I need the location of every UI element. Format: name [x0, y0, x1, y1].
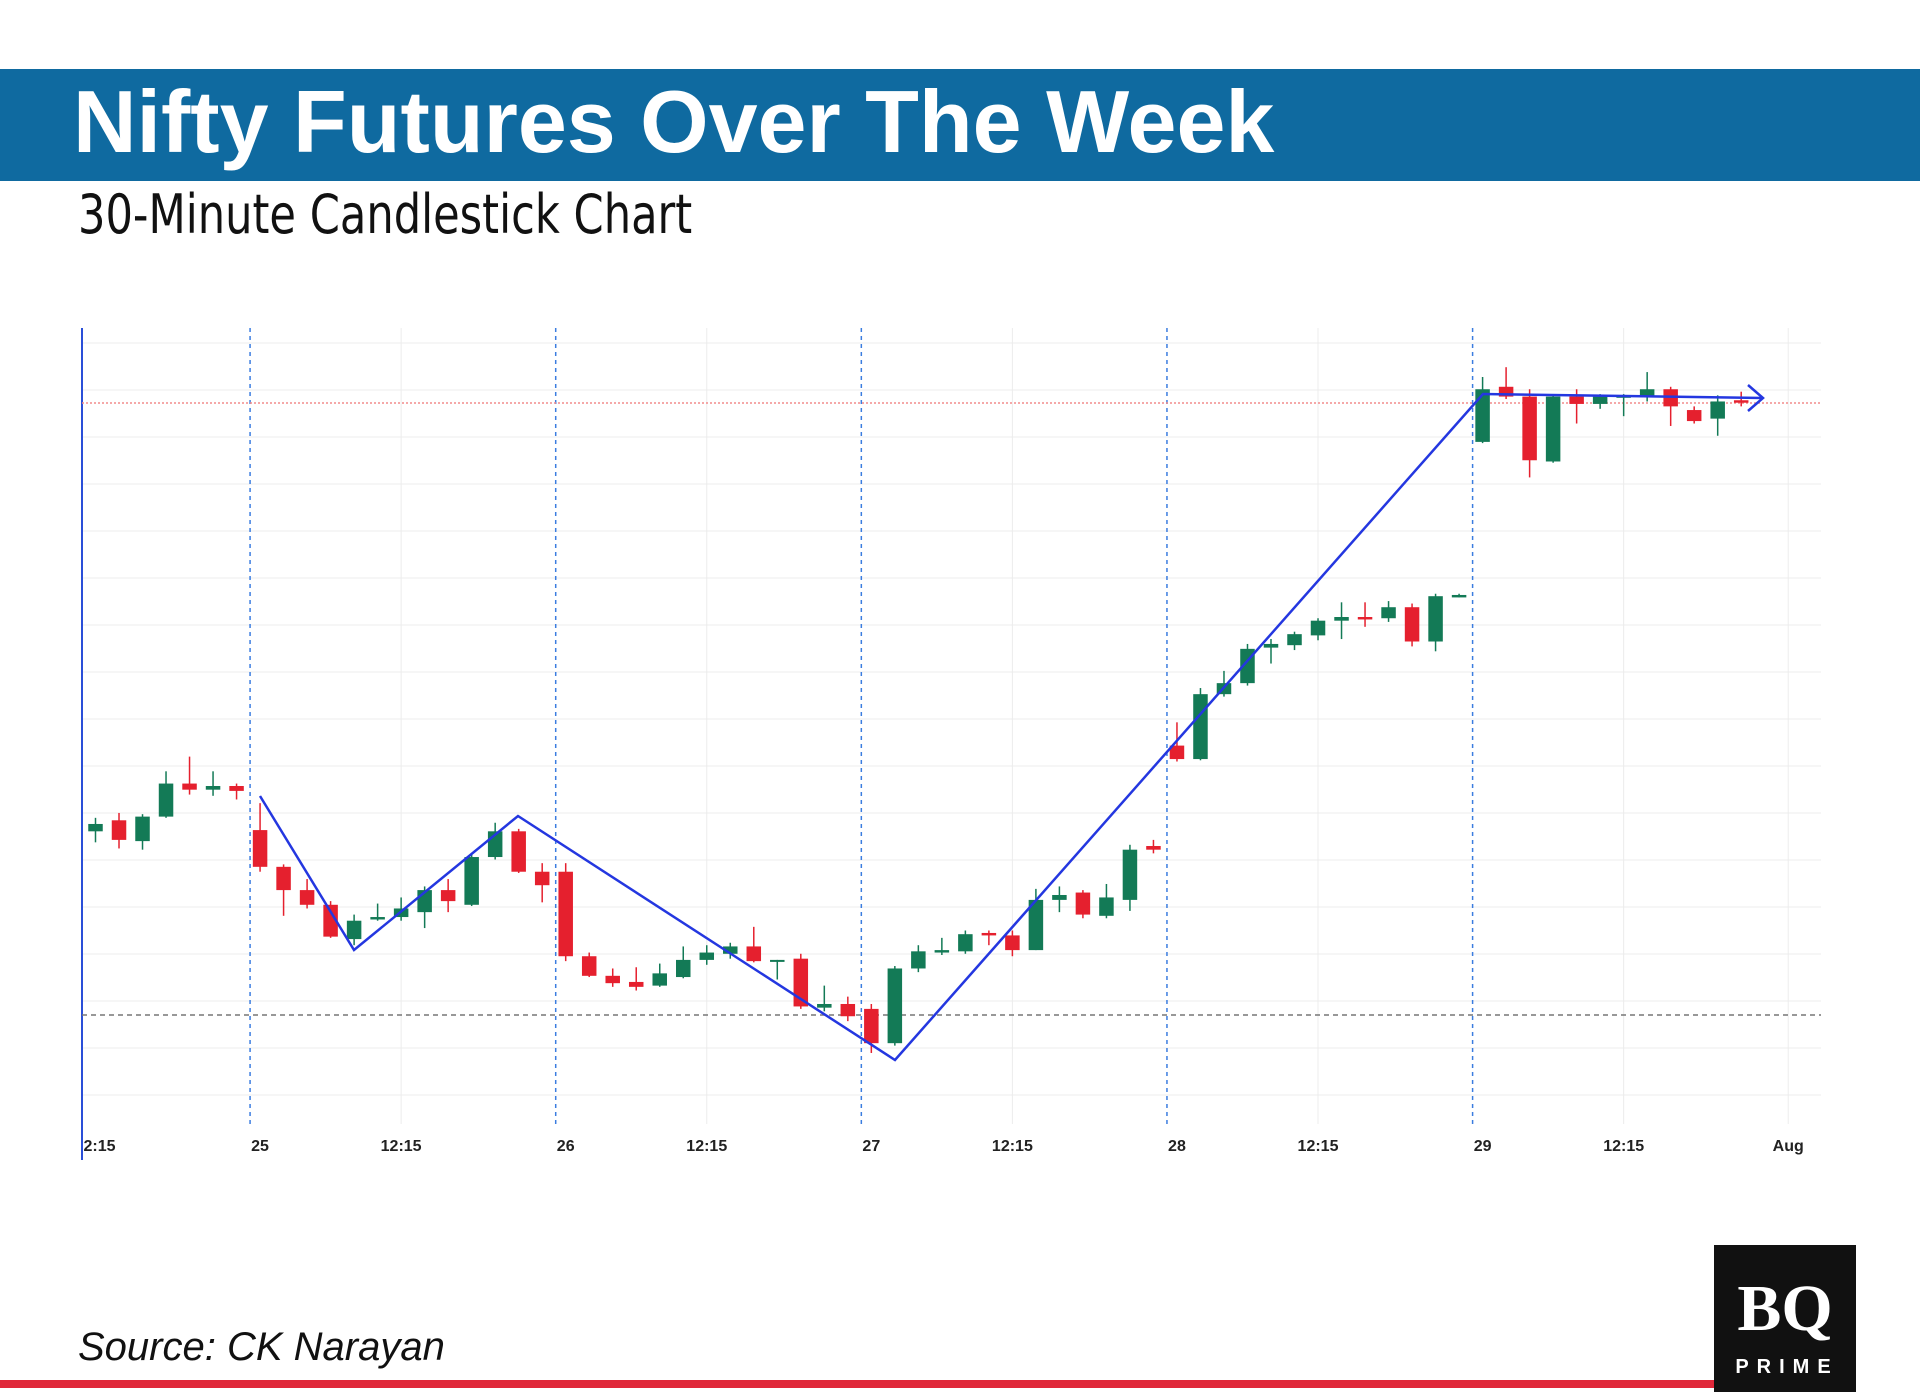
x-tick-label: 28 — [1168, 1138, 1186, 1155]
trend-line — [258, 392, 1764, 1062]
candle-body — [1569, 396, 1584, 404]
candle-body — [370, 917, 385, 920]
x-tick-label: 12:15 — [381, 1138, 422, 1155]
candle-body — [1005, 935, 1020, 951]
candle-body — [111, 820, 127, 840]
candle-body — [1498, 386, 1514, 397]
candle-body — [1710, 401, 1725, 419]
candle-body — [158, 783, 174, 817]
title: Nifty Futures Over The Week — [73, 72, 1275, 171]
source: Source: CK Narayan — [78, 1325, 445, 1369]
candle-body — [746, 946, 762, 962]
candle-body — [628, 981, 644, 987]
candle-body — [346, 920, 362, 940]
x-tick-label: 12:15 — [1298, 1138, 1339, 1155]
candle-body — [1404, 607, 1420, 642]
candle-body — [1052, 894, 1067, 900]
candle-body — [958, 934, 973, 952]
candle-body — [1428, 596, 1443, 642]
candle-body — [135, 816, 150, 842]
candle-body — [1263, 643, 1279, 648]
candle-body — [1381, 607, 1396, 619]
candle-body — [1122, 849, 1138, 900]
candle-body — [1686, 410, 1702, 422]
candle-body — [581, 956, 597, 976]
logo-box — [1714, 1245, 1856, 1392]
grid — [82, 328, 1821, 1124]
candle-body — [817, 1003, 832, 1008]
candles — [88, 367, 1749, 1053]
candle-body — [440, 890, 456, 902]
candle-body — [1310, 620, 1326, 636]
candle-body — [1169, 745, 1185, 760]
candle-body — [652, 973, 667, 986]
candle-body — [229, 786, 244, 791]
candle-body — [1075, 892, 1091, 915]
candle-body — [1357, 617, 1373, 620]
candle-body — [934, 950, 950, 953]
x-tick-label: 12:15 — [1603, 1138, 1644, 1155]
candle-body — [1639, 389, 1655, 397]
candle-body — [1733, 400, 1749, 403]
candle-body — [1522, 396, 1537, 461]
subtitle: 30-Minute Candlestick Chart — [78, 183, 692, 246]
candle-body — [511, 831, 526, 872]
logo-tag: PRIME — [1735, 1356, 1838, 1378]
candle-body — [252, 830, 268, 867]
candle-body — [1475, 389, 1490, 442]
candle-body — [676, 959, 691, 978]
candle-body — [1099, 897, 1114, 916]
candle-body — [534, 871, 550, 886]
candle-body — [793, 958, 809, 1007]
candle-body — [1028, 899, 1044, 951]
candle-body — [464, 857, 479, 905]
candle-body — [1545, 396, 1561, 462]
x-tick-label: 27 — [862, 1138, 880, 1155]
candle-body — [182, 783, 197, 790]
candle-body — [205, 786, 221, 790]
bottom-rule — [0, 1380, 1714, 1388]
x-tick-label: 2:15 — [83, 1138, 115, 1155]
candle-body — [1287, 634, 1302, 646]
candle-body — [840, 1003, 856, 1017]
trend-arrow — [1747, 384, 1765, 412]
candle-body — [558, 871, 573, 957]
header-band — [0, 69, 1920, 181]
candle-body — [323, 904, 338, 937]
x-tick-label: 25 — [251, 1138, 269, 1155]
candle-body — [723, 946, 738, 954]
candle-body — [887, 968, 903, 1044]
candle-body — [605, 975, 620, 984]
candle-body — [1451, 594, 1467, 598]
x-tick-label: 12:15 — [686, 1138, 727, 1155]
candle-body — [1193, 694, 1208, 760]
x-tick-label: 26 — [557, 1138, 575, 1155]
candle-body — [276, 866, 291, 891]
x-tick-label: Aug — [1773, 1138, 1804, 1155]
candle-body — [1592, 396, 1608, 404]
x-tick-label: 12:15 — [992, 1138, 1033, 1155]
candle-body — [981, 932, 997, 936]
candle-body — [1146, 846, 1161, 850]
candle-body — [911, 951, 926, 969]
candle-body — [299, 890, 315, 905]
candle-body — [864, 1008, 879, 1044]
x-tick-label: 29 — [1474, 1138, 1492, 1155]
candle-body — [699, 952, 715, 960]
candle-body — [1334, 617, 1349, 621]
candle-body — [770, 959, 785, 962]
candle-body — [88, 823, 103, 832]
logo-name: BQ — [1737, 1272, 1832, 1345]
